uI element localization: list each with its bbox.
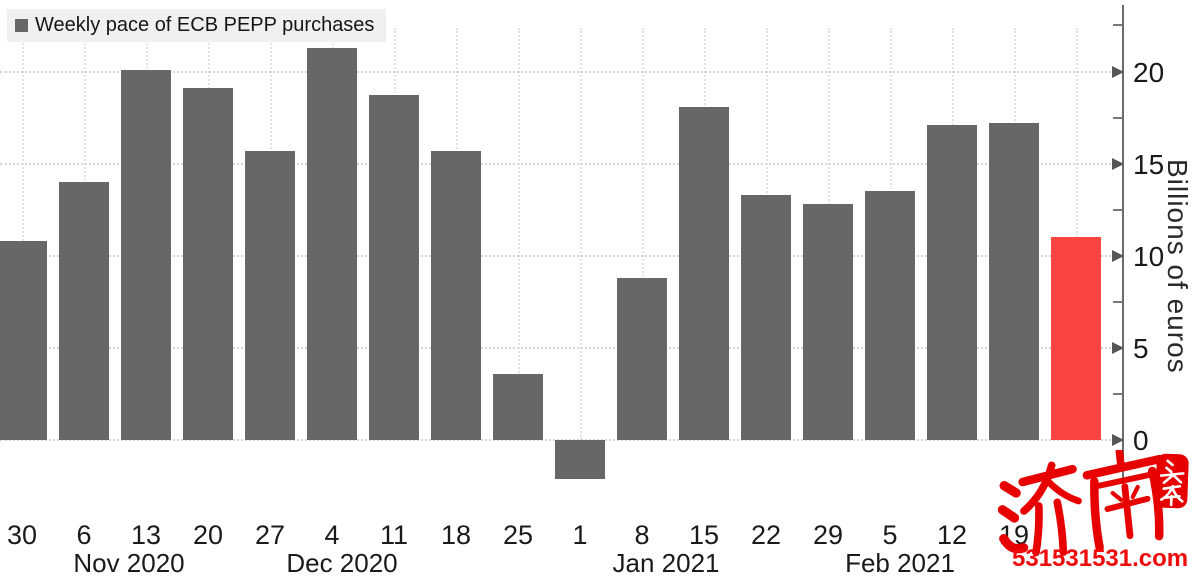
x-tick-label: 12 [936, 520, 968, 550]
y-minor-tick [1113, 300, 1123, 303]
v-gridline [1076, 28, 1078, 440]
x-month-label: Dec 2020 [286, 548, 398, 577]
bar [803, 204, 853, 440]
bar [183, 88, 233, 440]
y-minor-tick [1113, 116, 1123, 119]
bar-highlighted [1051, 237, 1101, 440]
v-gridline [580, 28, 582, 440]
y-tick-label: 20 [1133, 56, 1165, 88]
bar [431, 150, 481, 440]
x-tick-label: 27 [254, 520, 286, 550]
toutiao-seal-graphic [1159, 459, 1185, 507]
x-tick-label: 20 [192, 520, 224, 550]
x-month-label: Nov 2020 [73, 548, 185, 577]
bar [0, 241, 47, 440]
bar [307, 47, 357, 440]
x-tick-label: 30 [6, 520, 38, 550]
jinan-brand-graphic [997, 450, 1164, 557]
x-tick-label: 29 [812, 520, 844, 550]
x-tick-label: 11 [379, 520, 409, 550]
y-tick-label: 10 [1133, 240, 1165, 272]
y-minor-tick [1113, 24, 1123, 27]
bar [245, 150, 295, 440]
v-gridline [642, 28, 644, 440]
bar [369, 95, 419, 440]
h-gridline [0, 346, 1123, 349]
x-tick-label: 13 [130, 520, 162, 550]
y-tick-arrow-icon [1112, 65, 1124, 78]
y-tick-arrow-icon [1112, 434, 1124, 446]
y-minor-tick [1113, 392, 1123, 395]
legend-label: Weekly pace of ECB PEPP purchases [35, 14, 375, 36]
legend: Weekly pace of ECB PEPP purchases [7, 9, 387, 42]
legend-swatch-icon [15, 18, 28, 32]
toutiao-seal [1155, 453, 1189, 509]
x-tick-label: 4 [324, 520, 340, 550]
bar [555, 440, 605, 479]
y-tick-label: 15 [1133, 148, 1165, 180]
y-tick-arrow-icon [1112, 341, 1124, 354]
x-tick-label: 22 [750, 520, 782, 550]
bar [741, 194, 791, 440]
x-month-label: Feb 2021 [845, 548, 955, 577]
y-minor-tick [1113, 208, 1123, 211]
bar [617, 277, 667, 440]
bar [493, 373, 543, 440]
y-axis-spine [1122, 5, 1124, 484]
bar [927, 124, 977, 440]
x-tick-label: 8 [634, 520, 650, 550]
x-tick-label: 15 [688, 520, 720, 550]
watermark-site-url: 531531531.com [1012, 545, 1189, 572]
bar [679, 106, 729, 440]
h-gridline [0, 162, 1123, 165]
x-tick-label: 6 [76, 520, 92, 550]
x-tick-label: 5 [882, 520, 898, 550]
x-month-label: Jan 2021 [612, 548, 720, 577]
y-tick-label: 0 [1133, 425, 1149, 456]
v-gridline [518, 28, 520, 440]
y-axis-title: Billions of euros [1162, 158, 1193, 374]
bar [121, 69, 171, 440]
h-gridline [0, 254, 1123, 257]
y-tick-label: 5 [1133, 332, 1149, 364]
bar [865, 191, 915, 440]
v-gridline [22, 28, 24, 440]
x-tick-label: 18 [440, 520, 472, 550]
bar [989, 123, 1039, 440]
x-tick-label: 25 [502, 520, 534, 550]
h-gridline [0, 70, 1123, 73]
y-tick-arrow-icon [1112, 249, 1124, 262]
y-tick-arrow-icon [1112, 157, 1124, 170]
bar [59, 182, 109, 440]
x-tick-label: 1 [572, 520, 588, 550]
